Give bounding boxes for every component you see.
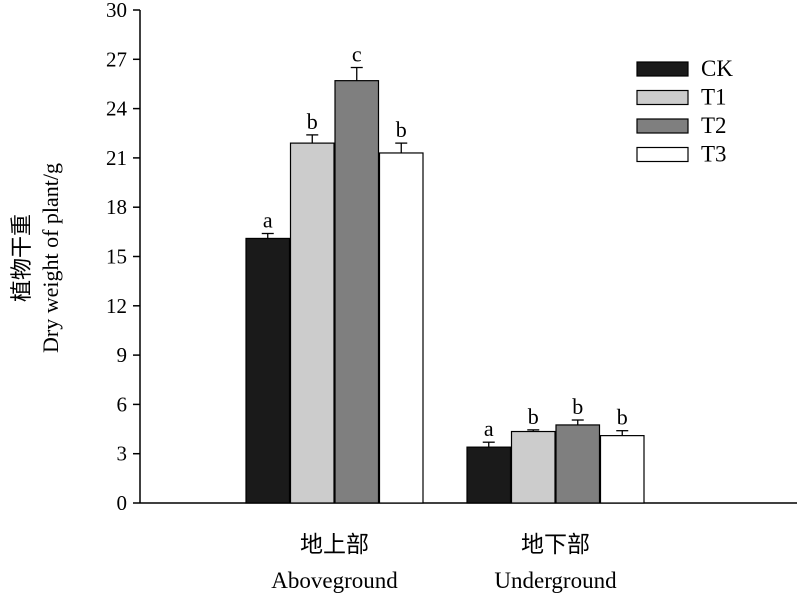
y-axis-label-en: Dry weight of plant/g bbox=[38, 163, 63, 353]
x-category-label-zh: 地下部 bbox=[521, 532, 590, 557]
x-category-label-en: Aboveground bbox=[271, 568, 398, 593]
y-tick-label: 12 bbox=[106, 294, 127, 318]
bar bbox=[334, 80, 380, 504]
bar bbox=[289, 142, 335, 504]
bar bbox=[466, 446, 512, 504]
bar bbox=[378, 152, 424, 504]
legend-label: CK bbox=[701, 56, 733, 81]
significance-letter: b bbox=[396, 117, 407, 142]
legend-swatch bbox=[636, 118, 689, 134]
significance-letter: a bbox=[484, 416, 494, 441]
bar bbox=[510, 430, 556, 504]
y-tick-label: 30 bbox=[106, 0, 127, 22]
significance-letter: b bbox=[572, 394, 583, 419]
y-tick-label: 21 bbox=[106, 146, 127, 170]
bar bbox=[245, 237, 291, 504]
significance-letter: b bbox=[617, 405, 628, 430]
y-tick-label: 24 bbox=[106, 97, 128, 121]
y-tick-label: 9 bbox=[117, 343, 128, 367]
legend-swatch bbox=[636, 61, 689, 77]
significance-letter: c bbox=[352, 42, 362, 67]
y-tick-label: 0 bbox=[117, 491, 128, 515]
legend-label: T2 bbox=[701, 113, 727, 138]
x-category-label-en: Underground bbox=[494, 568, 617, 593]
bar bbox=[555, 424, 601, 504]
x-category-label-zh: 地上部 bbox=[300, 532, 369, 557]
y-tick-label: 18 bbox=[106, 195, 127, 219]
y-axis-label-zh: 植物干重 bbox=[9, 214, 34, 302]
legend-swatch bbox=[636, 146, 689, 163]
bar bbox=[599, 435, 645, 504]
legend-swatch bbox=[636, 89, 689, 106]
y-tick-label: 6 bbox=[117, 392, 128, 416]
significance-letter: b bbox=[307, 109, 318, 134]
y-tick-label: 3 bbox=[117, 442, 128, 466]
significance-letter: b bbox=[528, 404, 539, 429]
y-tick-label: 15 bbox=[106, 245, 127, 269]
legend-label: T3 bbox=[701, 142, 727, 167]
significance-letter: a bbox=[263, 207, 273, 232]
y-tick-label: 27 bbox=[106, 47, 127, 71]
legend-label: T1 bbox=[701, 85, 727, 110]
